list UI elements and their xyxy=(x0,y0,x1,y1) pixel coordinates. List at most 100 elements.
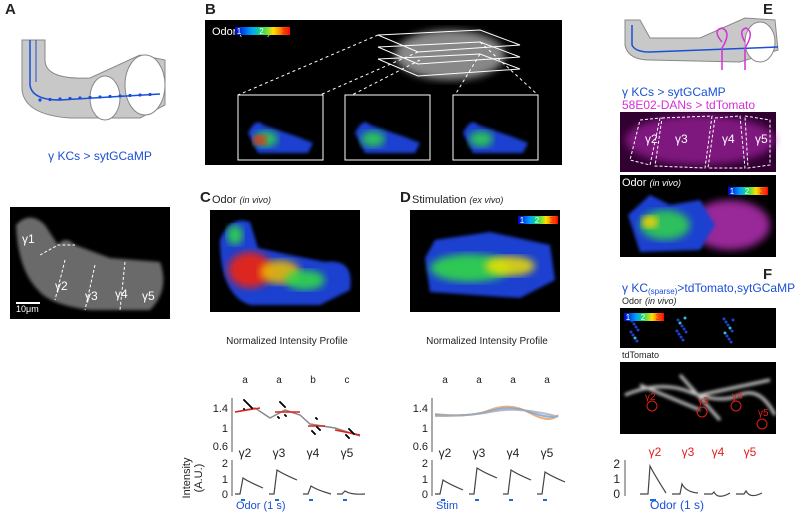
significance-letter: c xyxy=(345,375,350,386)
significance-letter: a xyxy=(242,375,248,386)
response-trace xyxy=(235,476,264,495)
data-point xyxy=(348,437,350,439)
plane xyxy=(377,29,521,53)
schematic-lobe xyxy=(744,21,776,63)
response-trace xyxy=(736,489,763,497)
schematic-dot xyxy=(118,94,122,98)
schematic-dot xyxy=(88,95,92,100)
roi xyxy=(730,400,742,412)
y-tick-label: 1 xyxy=(422,474,428,486)
colorbar-label: 1 xyxy=(520,216,525,225)
colorbar-label: 2 xyxy=(259,27,264,36)
data-point xyxy=(285,415,287,417)
stimulus-mark xyxy=(241,499,245,501)
title: Odor xyxy=(212,194,237,206)
significance-letter: a xyxy=(476,375,482,386)
data-point xyxy=(243,408,245,410)
colorbar xyxy=(518,216,558,224)
y-tick-label: 1 xyxy=(422,423,428,435)
schematic-lobe xyxy=(124,54,166,116)
data-point xyxy=(314,433,316,435)
heat-speck xyxy=(631,333,635,337)
panel-label: F xyxy=(763,266,772,283)
panel-title: Stimulation (ex vivo) xyxy=(412,194,503,206)
scale-bar-label: 10μm xyxy=(16,304,39,314)
panel-label: C xyxy=(200,189,211,206)
heat-speck xyxy=(676,318,680,322)
genotype: γ KC(sparse)>tdTomato,sytGCaMP xyxy=(622,281,795,296)
stimulus-mark xyxy=(543,499,547,501)
y-tick-label: 0.6 xyxy=(213,441,228,453)
schematic-dot xyxy=(98,95,102,99)
response-trace xyxy=(469,466,498,495)
heat-spot xyxy=(485,256,535,276)
y-tick-label: 0 xyxy=(422,489,428,501)
fit-line xyxy=(334,429,361,436)
title: Odor xyxy=(622,177,647,189)
profile-title: Normalized Intensity Profile xyxy=(426,336,548,347)
schematic-dot xyxy=(58,97,62,101)
heat-speck xyxy=(681,338,685,342)
roi xyxy=(756,418,768,430)
stimulus-mark xyxy=(650,499,656,501)
colorbar-label: 2 xyxy=(535,216,540,225)
compartment-border xyxy=(629,115,771,169)
dan-signal xyxy=(690,200,770,250)
compartment-label: γ2 xyxy=(439,446,452,460)
heat-speck xyxy=(727,337,731,341)
fit-line xyxy=(234,407,261,413)
condition: (ex vivo) xyxy=(469,195,503,205)
roi-label: γ2 xyxy=(645,392,656,403)
roi xyxy=(646,400,658,412)
compartment-label: γ4 xyxy=(507,446,520,460)
panel-title: Odor(in vivo) xyxy=(212,194,271,206)
profile-trace xyxy=(434,408,559,418)
heat-speck xyxy=(675,329,679,333)
stimulus-mark xyxy=(343,499,347,501)
heat-speck xyxy=(722,317,726,321)
compartment-label: γ2 xyxy=(55,279,68,293)
heat-speck xyxy=(629,330,633,334)
data-point xyxy=(316,418,318,420)
panel-label: B xyxy=(205,1,216,18)
panel-title: Odor(in vivo) xyxy=(622,177,681,189)
colorbar-label: 3 xyxy=(760,187,765,196)
response-trace xyxy=(704,490,731,497)
y-tick-label: 1 xyxy=(613,472,620,486)
stimulus-mark xyxy=(509,499,513,501)
y-tick-label: 0.6 xyxy=(413,441,428,453)
title: Odor xyxy=(622,296,642,306)
roi xyxy=(696,406,708,418)
genotype-sub: (sparse) xyxy=(648,287,678,296)
heat-speck xyxy=(680,324,684,328)
significance-letter: a xyxy=(544,375,550,386)
brain-image xyxy=(16,217,164,310)
heat-spot xyxy=(361,131,385,147)
compartment-label: γ4 xyxy=(712,445,725,459)
y-tick-label: 1 xyxy=(222,474,228,486)
heat-speck xyxy=(678,321,682,325)
compartment-label: γ3 xyxy=(273,446,286,460)
significance-letter: a xyxy=(276,375,282,386)
panel-label: A xyxy=(5,1,16,18)
dan-neuron xyxy=(716,27,751,70)
roi-label: γ4 xyxy=(732,391,743,402)
condition: (in vivo) xyxy=(645,296,677,306)
response-trace xyxy=(503,468,532,495)
schematic-dot xyxy=(48,97,52,102)
colorbar-label: 1 xyxy=(730,187,735,196)
data-point xyxy=(319,429,321,431)
colorbar xyxy=(624,313,664,321)
heat-speck xyxy=(725,334,729,338)
response-trace xyxy=(640,463,667,495)
schematic-dot xyxy=(148,92,152,97)
heat-speck xyxy=(677,332,681,336)
compartment-label: γ3 xyxy=(682,445,695,459)
stimulus-mark xyxy=(475,499,479,501)
roi-label: γ5 xyxy=(758,408,769,419)
schematic-dot xyxy=(138,93,142,97)
colorbar-label: 3 xyxy=(282,27,287,36)
stimulus-mark xyxy=(275,499,279,501)
significance-letter: b xyxy=(310,375,316,386)
heat-speck xyxy=(679,335,683,339)
